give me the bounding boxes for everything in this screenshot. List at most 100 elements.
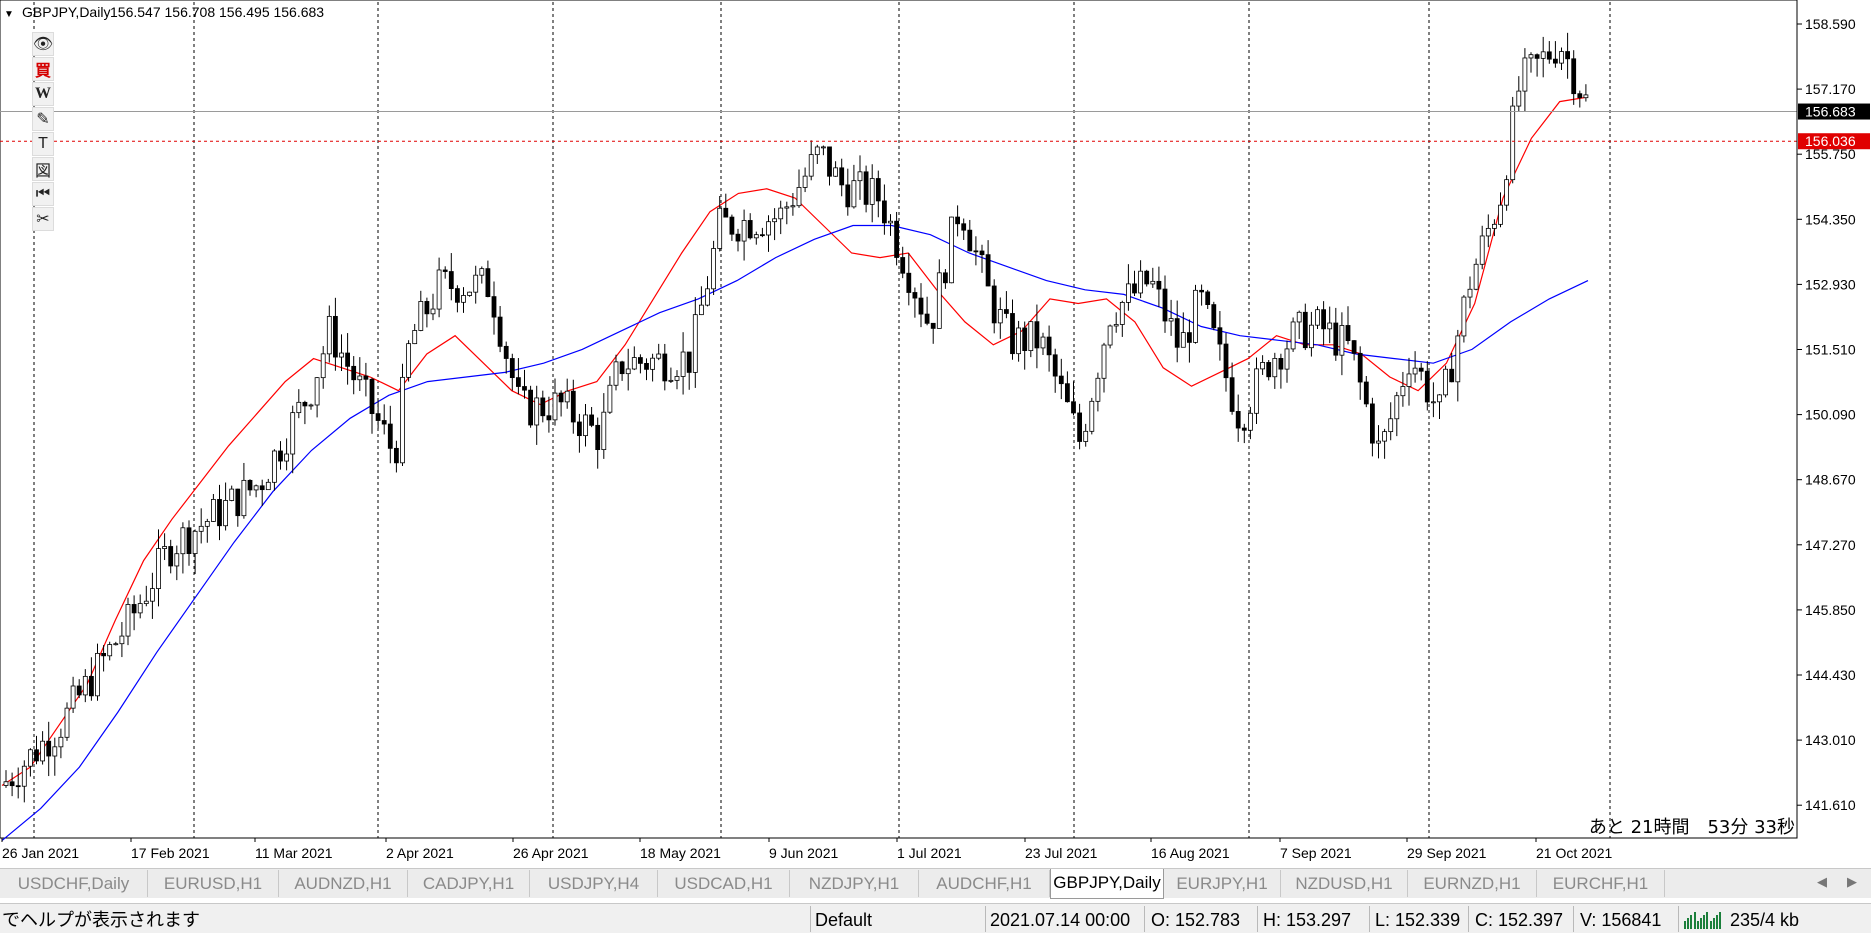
candle-body	[528, 389, 533, 426]
candle-body	[552, 392, 558, 421]
price-label: 152.930	[1805, 276, 1856, 292]
candle-body	[936, 272, 942, 329]
candle-body	[369, 378, 375, 415]
candle-body	[772, 218, 777, 223]
candle-body	[1260, 362, 1265, 370]
candle-body	[723, 207, 729, 218]
candle-body	[540, 397, 546, 417]
candle-body	[814, 146, 820, 156]
candle-body	[949, 216, 954, 284]
candle-body	[1034, 321, 1040, 349]
candle-body	[1492, 223, 1497, 229]
tab-eurusd-h1[interactable]: EURUSD,H1	[148, 870, 279, 897]
tab-nzdjpy-h1[interactable]: NZDJPY,H1	[790, 870, 919, 897]
candle-body	[1071, 401, 1076, 414]
candle-body	[101, 652, 106, 657]
time-label: 29 Sep 2021	[1407, 845, 1487, 861]
candle-body	[1357, 352, 1363, 383]
tab-audnzd-h1[interactable]: AUDNZD,H1	[279, 870, 408, 897]
candle-body	[82, 675, 88, 696]
price-label: 157.170	[1805, 81, 1856, 97]
candle-body	[796, 187, 802, 207]
candle-body	[1406, 373, 1412, 387]
rewind-icon[interactable]: ⏮	[32, 182, 54, 206]
chart-icon[interactable]: 図	[32, 157, 54, 181]
current-price-tag	[1798, 103, 1870, 120]
tab-gbpjpy-daily[interactable]: GBPJPY,Daily	[1050, 869, 1164, 899]
tab-scroll-left-icon[interactable]: ◀	[1817, 874, 1827, 889]
price-chart[interactable]: 156.683 156.036 158.590 157.170 155.750 154.…	[0, 0, 1871, 868]
candle-body	[217, 499, 222, 527]
current-price-label: 156.683	[1805, 104, 1856, 120]
candle-body	[601, 411, 607, 451]
eye-icon[interactable]: 👁	[32, 32, 54, 56]
candle-body	[265, 481, 271, 491]
tab-cadjpy-h1[interactable]: CADJPY,H1	[408, 870, 530, 897]
candle-body	[1058, 375, 1064, 385]
candle-body	[1083, 430, 1089, 442]
tab-nzdusd-h1[interactable]: NZDUSD,H1	[1281, 870, 1408, 897]
tab-usdchf-daily[interactable]: USDCHF,Daily	[0, 870, 148, 897]
tab-usdjpy-h4[interactable]: USDJPY,H4	[530, 870, 658, 897]
candle-body	[412, 330, 418, 345]
tab-usdcad-h1[interactable]: USDCAD,H1	[658, 870, 790, 897]
candle-body	[686, 351, 692, 373]
candle-body	[1144, 270, 1150, 285]
tab-eurnzd-h1[interactable]: EURNZD,H1	[1408, 870, 1537, 897]
header-ohlc: 156.547 156.708 156.495 156.683	[110, 4, 324, 20]
candle-body	[1504, 179, 1509, 206]
price-label: 144.430	[1805, 667, 1856, 683]
candle-body	[95, 652, 100, 697]
time-label: 23 Jul 2021	[1025, 845, 1098, 861]
candle-body	[857, 171, 863, 182]
candle-body	[308, 404, 314, 407]
candle-body	[479, 268, 485, 276]
candle-body	[381, 420, 387, 425]
candle-body	[839, 167, 845, 186]
tab-eurchf-h1[interactable]: EURCHF,H1	[1537, 870, 1665, 897]
time-label: 1 Jul 2021	[897, 845, 962, 861]
time-label: 21 Oct 2021	[1536, 845, 1612, 861]
candle-body	[223, 500, 229, 527]
candle-body	[1278, 358, 1284, 370]
candle-body	[253, 485, 259, 491]
candle-body	[973, 250, 979, 253]
candle-body	[674, 376, 680, 381]
candle-body	[15, 785, 21, 788]
candle-body	[656, 353, 662, 359]
candle-body	[1473, 263, 1479, 290]
status-profile: Default	[815, 910, 873, 930]
scissors-icon[interactable]: ✂	[32, 207, 54, 231]
tab-scroll-right-icon[interactable]: ▶	[1847, 874, 1857, 889]
candle-body	[1431, 401, 1436, 404]
text-icon[interactable]: T	[32, 132, 54, 156]
candle-body	[979, 250, 985, 256]
candle-body	[125, 604, 131, 637]
candle-body	[638, 357, 643, 364]
w-icon[interactable]: W	[32, 82, 54, 106]
pencil-icon[interactable]: ✎	[32, 107, 54, 131]
candle-body	[1394, 395, 1400, 420]
candle-body	[143, 600, 149, 604]
header-arrow-icon[interactable]: ▼	[4, 9, 14, 20]
time-label: 7 Sep 2021	[1280, 845, 1352, 861]
candle-body	[1010, 313, 1015, 355]
candle-body	[1205, 291, 1211, 306]
price-label: 155.750	[1805, 146, 1856, 162]
connection-meter-icon[interactable]	[1684, 909, 1724, 929]
tab-scroll-arrows: ◀ ▶	[1797, 874, 1857, 890]
candle-body	[180, 527, 186, 555]
candle-body	[9, 781, 15, 787]
tab-eurjpy-h1[interactable]: EURJPY,H1	[1164, 870, 1281, 897]
candle-body	[363, 375, 369, 380]
candle-body	[1418, 367, 1424, 372]
candle-body	[943, 272, 948, 284]
candle-body	[34, 749, 39, 762]
tab-audchf-h1[interactable]: AUDCHF,H1	[919, 870, 1050, 897]
buy-icon[interactable]: 買	[32, 57, 54, 81]
moving-average-slow	[1, 224, 1589, 842]
candle-body	[473, 274, 479, 293]
candle-body	[1388, 418, 1394, 433]
candle-body	[448, 271, 454, 289]
candle-body	[1498, 204, 1503, 225]
